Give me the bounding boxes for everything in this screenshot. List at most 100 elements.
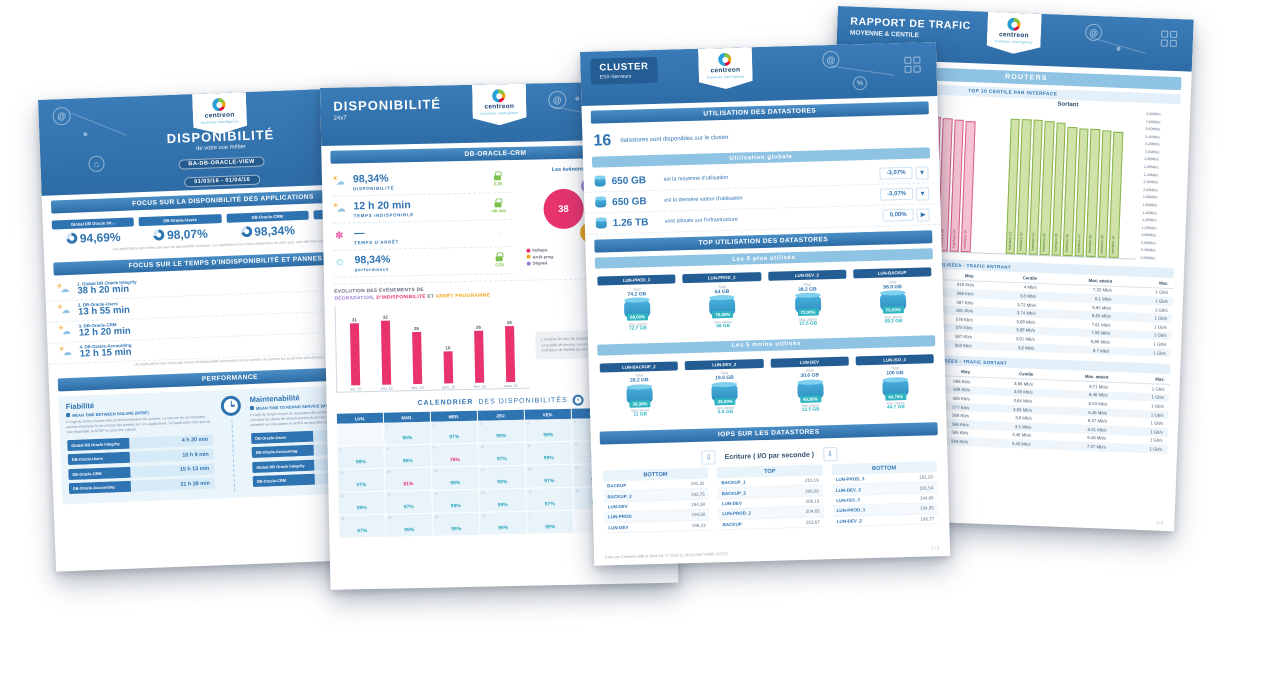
mtbf-app-name: DB-Oracle-Accounting <box>68 480 132 495</box>
usage-percent-badge: 72,00% <box>797 308 819 317</box>
max-value: 1 Gb/s <box>1153 349 1167 356</box>
datastore-count-caption: datastores sont disponibles sur le clust… <box>620 134 729 144</box>
max-value: 1 Gb/s <box>1150 429 1163 435</box>
max-value: 6.9 GB <box>717 409 734 416</box>
kpi-delta-value: – <box>497 230 501 236</box>
degradation-label: DÉGRADATION, <box>334 296 375 302</box>
cluster-title-box: CLUSTER ESX-Serveurs <box>590 56 658 86</box>
downtime-duration: 38 h 20 min <box>77 283 130 297</box>
usage-percent-badge: 35,00% <box>714 397 736 405</box>
mtbf-label: MEAN TIME BETWEEN FAILURE (MTBF) <box>72 409 149 418</box>
calendar-day-number: 18 <box>527 467 532 472</box>
calendar-day-number: 3 <box>480 422 482 427</box>
y-axis-tick: 0,20Mb/s <box>1140 255 1156 261</box>
calendar-day-number: 9 <box>433 446 436 451</box>
datastore-name: LUN-DEV_2 <box>836 518 862 524</box>
calendar-cell: 1 96% <box>384 422 431 446</box>
traffic-bar-out: Interface 10 <box>1108 131 1123 258</box>
calendar-cell: 24 99% <box>479 489 526 513</box>
calendar-availability: 98% <box>450 480 461 487</box>
calendar-availability: 97% <box>356 482 367 489</box>
centreon-logo-badge: centreon business intelligence <box>986 12 1041 55</box>
bar-value: 26 <box>414 326 420 332</box>
interface-label: Interface 08 <box>1087 234 1093 253</box>
total-value: 39.2 GB <box>629 377 649 384</box>
report-page-cluster: CLUSTER ESX-Serveurs centreon business i… <box>580 42 951 566</box>
datastore-name: LUN-PROD <box>607 514 632 520</box>
calendar-cell: 18 97% <box>525 465 573 489</box>
mtbf-value: 15 h 13 min <box>179 465 210 474</box>
legend-dot-icon <box>526 248 531 253</box>
mtbf-app-name: Global DB Oracle Integrity <box>67 437 130 451</box>
datastore-card: LUN-BACKUP Total 98.8 GB 70,00% Max atte… <box>852 267 933 325</box>
calendar-cell: 11 99% <box>525 442 572 466</box>
kpi-icon <box>332 176 347 188</box>
datastore-name: BACKUP <box>722 521 742 527</box>
page-number: 1 / 2 <box>1155 520 1164 525</box>
app-availability-item: DB-Oracle-CRM 98,34% <box>226 210 309 240</box>
calendar-day-number: 1 <box>528 513 531 518</box>
max-value: 1 Gb/s <box>1149 437 1163 444</box>
calendar-availability: 96% <box>402 458 413 465</box>
calendar-availability: 99% <box>543 455 554 462</box>
brand-name: centreon <box>204 111 235 120</box>
events-bubble-indispo: 38 <box>543 188 584 230</box>
gauge-icon <box>66 232 78 245</box>
indispo-label: D'INDISPONIBILITÉ <box>376 295 426 302</box>
calendar-availability: 98% <box>451 526 462 533</box>
calendar-cell: 16 98% <box>431 467 479 491</box>
interface-label: Interface 10 <box>962 229 968 249</box>
y-axis-tick: 0,60Mb/s <box>1141 240 1157 246</box>
datastore-name: LUN-PROD_1 <box>836 507 866 514</box>
usage-caption: est la dernière valeur d'utilisation <box>664 195 743 204</box>
iops-row: BACKUP 203,67 <box>718 516 825 531</box>
calendar-day-number: 2 <box>433 423 435 428</box>
page-title: CLUSTER <box>599 61 649 74</box>
calendar-day-number: 30 <box>434 515 439 520</box>
y-axis-tick: 2,00Mb/s <box>1143 187 1159 193</box>
interface-label: Interface 04 <box>1041 232 1047 252</box>
y-axis-tick: 3,00Mb/s <box>1144 149 1160 155</box>
max-value: 1 Gb/s <box>1150 411 1164 418</box>
calendar-cell: 23 98% <box>432 490 479 514</box>
calendar-day-number: 17 <box>480 468 485 473</box>
iops-value: 203,67 <box>806 519 820 525</box>
kpi-icon <box>333 230 348 242</box>
interface-label: Interface 09 <box>951 229 957 248</box>
y-axis-tick: 1,20Mb/s <box>1141 217 1157 223</box>
calendar-availability: 97% <box>544 501 555 508</box>
datastore-name: BACKUP_2 <box>607 493 632 499</box>
usage-percent-badge: 70,00% <box>882 306 904 314</box>
interface-label: Interface 02 <box>1018 231 1024 251</box>
centreon-logo <box>492 89 505 102</box>
calendar-day-number: 21 <box>340 494 344 499</box>
column-header: Centile <box>1018 371 1034 377</box>
datastore-card: LUN-DEV Total 30.6 GB 40,95% Max atteint… <box>770 356 850 414</box>
event-bar <box>504 326 516 383</box>
bar-value: 28 <box>506 320 512 326</box>
calendar-cell: 4 98% <box>525 419 572 443</box>
sortant-bars: Interface 01 Interface 02 Interface 03 I… <box>988 106 1142 259</box>
kpi-caption: TEMPS INDISPONIBLE <box>353 211 414 218</box>
max-reached: 7,07 Mb/s <box>1086 443 1106 450</box>
mtrs-app-name: DB-Oracle-Accounting <box>251 444 314 459</box>
max-value: 11 GB <box>633 412 648 418</box>
iops-value: 191,32 <box>690 480 705 487</box>
kpi-delta: 0,25 <box>486 253 512 268</box>
bar-value: 31 <box>351 317 357 323</box>
calendar-availability: 97% <box>403 504 414 511</box>
iops-value: 193,75 <box>690 491 705 497</box>
brand-name: centreon <box>484 102 515 111</box>
iops-value: 210,19 <box>804 477 819 484</box>
app-availability-value: 98,07% <box>139 226 222 243</box>
downtime-duration: 12 h 20 min <box>78 325 131 339</box>
calendar-clock-icon <box>572 394 584 407</box>
report-generated-footer: Créé par Centreon MBI le Wed Apr 27 2016… <box>605 552 729 560</box>
mtbf-row: Global DB Oracle Integrity 4 h 20 min <box>67 434 214 451</box>
datastore-icon <box>594 176 606 187</box>
event-bar <box>349 323 361 386</box>
calendar-cell: 25 97% <box>526 488 573 512</box>
metric-bullet-icon <box>66 413 71 418</box>
interface-label: Interface 10 <box>1110 235 1116 254</box>
iops-value: 206,60 <box>805 488 820 494</box>
